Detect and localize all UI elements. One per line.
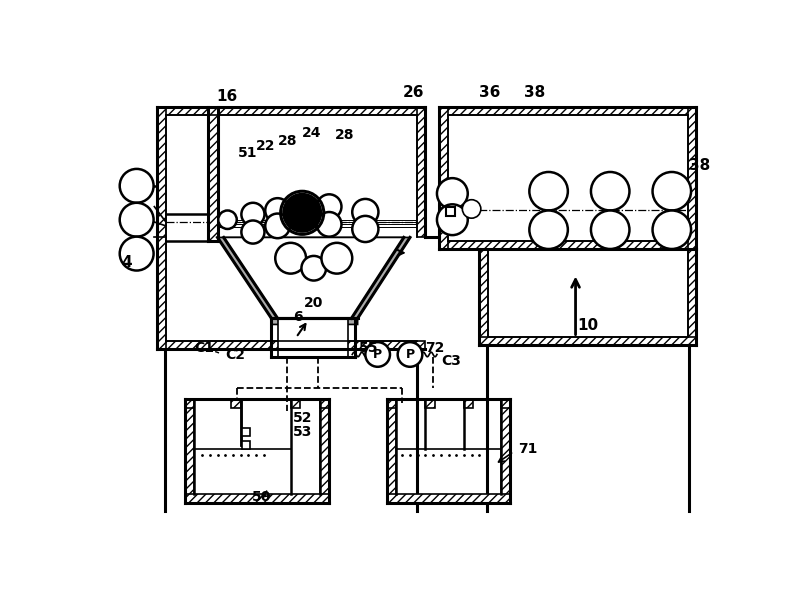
Bar — [439, 107, 697, 115]
Text: 16: 16 — [216, 89, 238, 104]
Bar — [688, 249, 697, 345]
Bar — [479, 249, 488, 345]
Circle shape — [218, 210, 237, 229]
Bar — [387, 399, 396, 409]
Circle shape — [653, 172, 691, 210]
Text: 38: 38 — [524, 85, 546, 100]
Circle shape — [462, 199, 481, 218]
Circle shape — [266, 198, 290, 223]
Text: C1: C1 — [194, 341, 214, 355]
Text: 28: 28 — [335, 128, 355, 142]
Circle shape — [366, 342, 390, 367]
Bar — [242, 441, 250, 449]
Text: 52: 52 — [293, 412, 313, 425]
Circle shape — [242, 220, 265, 244]
Bar — [387, 494, 510, 503]
Text: 36: 36 — [479, 85, 501, 100]
Text: 20: 20 — [304, 296, 323, 310]
Polygon shape — [218, 237, 410, 325]
Circle shape — [242, 203, 265, 226]
Text: C3: C3 — [441, 353, 461, 368]
Polygon shape — [224, 237, 404, 318]
Bar — [479, 337, 697, 345]
Text: 51: 51 — [238, 146, 257, 160]
Circle shape — [352, 199, 378, 225]
Bar — [464, 399, 473, 409]
Text: 28: 28 — [278, 134, 297, 148]
Bar — [426, 399, 434, 409]
Circle shape — [317, 194, 342, 219]
Text: 38: 38 — [689, 158, 710, 173]
Circle shape — [120, 203, 154, 237]
Circle shape — [591, 172, 630, 210]
Bar — [158, 107, 166, 349]
Bar — [242, 428, 250, 436]
Bar — [501, 399, 510, 503]
Circle shape — [302, 256, 326, 280]
Bar — [501, 399, 510, 409]
Bar — [208, 107, 218, 241]
Bar — [688, 107, 697, 249]
Circle shape — [437, 204, 468, 235]
Bar — [231, 399, 241, 409]
Bar — [439, 107, 448, 249]
Text: 71: 71 — [518, 442, 537, 456]
Circle shape — [120, 237, 154, 271]
Circle shape — [437, 178, 468, 209]
Text: C2: C2 — [226, 348, 245, 362]
Circle shape — [352, 216, 378, 242]
Circle shape — [653, 210, 691, 249]
Bar — [446, 207, 455, 216]
Circle shape — [275, 243, 306, 274]
Circle shape — [284, 194, 321, 231]
Text: 22: 22 — [256, 139, 275, 153]
Text: P: P — [406, 348, 414, 361]
Text: 10: 10 — [577, 319, 598, 334]
Text: 6: 6 — [293, 310, 302, 323]
Text: 53: 53 — [293, 425, 312, 439]
Text: 24: 24 — [302, 126, 322, 141]
Bar — [158, 107, 426, 115]
Bar — [387, 399, 396, 503]
Text: 4: 4 — [122, 255, 132, 270]
Text: 26: 26 — [402, 85, 424, 100]
Circle shape — [120, 169, 154, 203]
Text: 50: 50 — [252, 490, 271, 504]
Bar — [185, 399, 194, 503]
Bar — [320, 399, 329, 503]
Circle shape — [317, 212, 342, 237]
Text: 55: 55 — [358, 341, 378, 355]
Bar — [290, 399, 300, 409]
Circle shape — [591, 210, 630, 249]
Bar — [278, 318, 349, 357]
Circle shape — [398, 342, 422, 367]
Bar — [439, 241, 697, 249]
Circle shape — [322, 243, 352, 274]
Bar — [158, 341, 426, 349]
Text: P: P — [373, 348, 382, 361]
Bar — [185, 399, 194, 409]
Circle shape — [530, 172, 568, 210]
Bar — [320, 399, 329, 409]
Text: 72: 72 — [426, 341, 445, 355]
Bar — [185, 494, 329, 503]
Circle shape — [530, 210, 568, 249]
Circle shape — [266, 214, 290, 238]
Bar — [417, 107, 426, 237]
